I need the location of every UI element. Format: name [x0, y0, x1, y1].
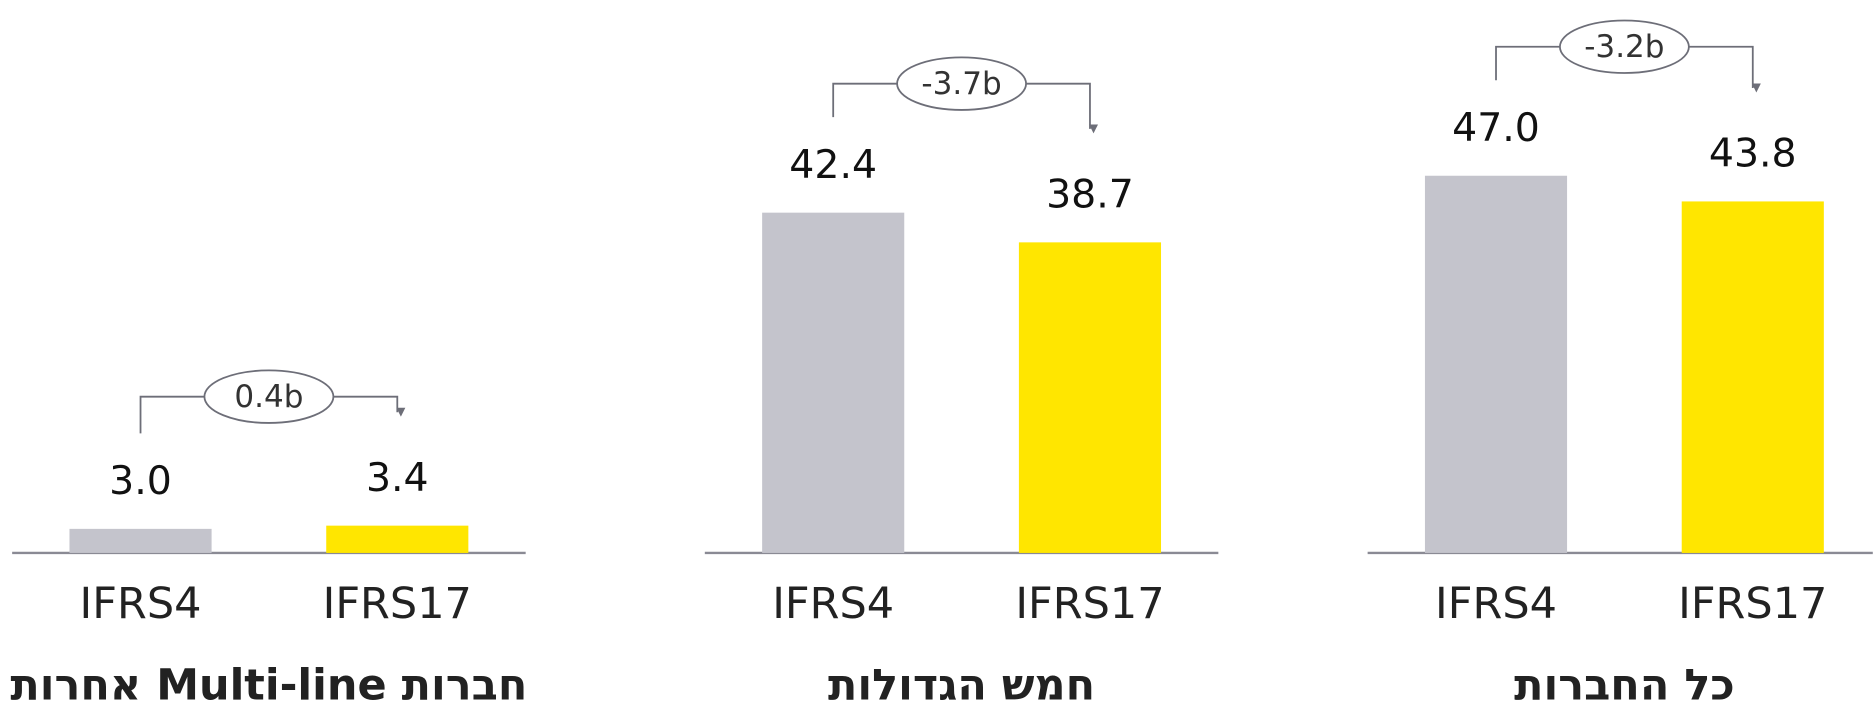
- change-badge: [1559, 19, 1690, 74]
- value-label: 42.4: [789, 142, 877, 188]
- change-badge: [896, 56, 1027, 111]
- change-label: 0.4b: [234, 379, 303, 415]
- category-label: IFRS4: [1435, 579, 1557, 629]
- chart-title: חברות Multi-line אחרות: [10, 660, 527, 707]
- bar: [1681, 201, 1824, 553]
- category-label: IFRS17: [323, 579, 472, 629]
- value-label: 47.0: [1452, 105, 1540, 151]
- chart-title: כל החברות: [1514, 660, 1735, 707]
- value-label: 3.4: [366, 455, 429, 501]
- value-label: 38.7: [1046, 171, 1134, 217]
- bar: [1018, 242, 1162, 553]
- change-label: -3.2b: [1584, 29, 1664, 65]
- bar: [69, 528, 212, 553]
- category-label: IFRS17: [1678, 579, 1827, 629]
- bar: [326, 525, 469, 553]
- change-label: -3.7b: [921, 66, 1001, 102]
- category-label: IFRS4: [772, 579, 894, 629]
- category-label: IFRS4: [80, 579, 202, 629]
- category-label: IFRS17: [1015, 579, 1164, 629]
- bar: [1424, 175, 1568, 553]
- chart-title: חמש הגדולות: [828, 660, 1095, 707]
- value-label: 3.0: [109, 458, 172, 504]
- bar: [762, 212, 905, 553]
- change-badge: [203, 369, 335, 424]
- value-label: 43.8: [1709, 131, 1797, 177]
